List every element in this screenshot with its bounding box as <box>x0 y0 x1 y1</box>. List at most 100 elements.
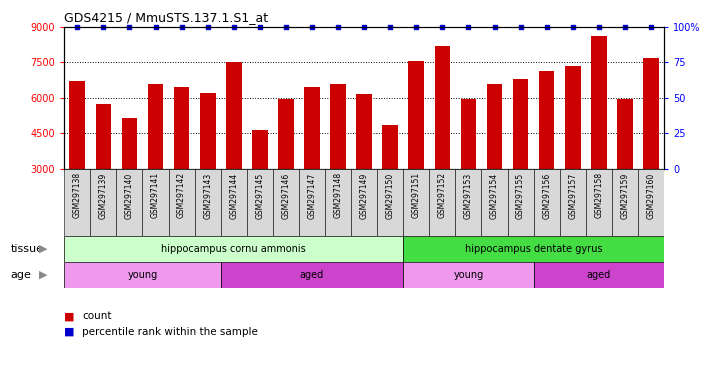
Bar <box>221 262 403 288</box>
Text: GSM297148: GSM297148 <box>333 172 343 218</box>
Bar <box>148 84 164 169</box>
Bar <box>377 169 403 236</box>
Bar <box>508 169 533 236</box>
Text: GDS4215 / MmuSTS.137.1.S1_at: GDS4215 / MmuSTS.137.1.S1_at <box>64 11 268 24</box>
Text: hippocampus dentate gyrus: hippocampus dentate gyrus <box>465 244 603 254</box>
Bar <box>64 169 91 236</box>
Bar <box>195 169 221 236</box>
Text: GSM297142: GSM297142 <box>177 172 186 218</box>
Text: GSM297147: GSM297147 <box>308 172 316 218</box>
Text: GSM297155: GSM297155 <box>516 172 525 218</box>
Bar <box>612 169 638 236</box>
Bar <box>456 169 481 236</box>
Point <box>176 24 187 30</box>
Bar <box>403 236 664 262</box>
Bar <box>403 262 533 288</box>
Text: hippocampus cornu ammonis: hippocampus cornu ammonis <box>161 244 306 254</box>
Bar <box>299 169 325 236</box>
Bar <box>64 236 403 262</box>
Point <box>515 24 526 30</box>
Bar <box>403 169 429 236</box>
Bar <box>461 99 476 169</box>
Text: GSM297152: GSM297152 <box>438 172 447 218</box>
Bar <box>174 87 189 169</box>
Bar <box>643 58 659 169</box>
Text: GSM297143: GSM297143 <box>203 172 212 218</box>
Point <box>306 24 318 30</box>
Bar <box>617 99 633 169</box>
Point <box>98 24 109 30</box>
Text: GSM297145: GSM297145 <box>256 172 264 218</box>
Bar <box>487 84 503 169</box>
Point <box>71 24 83 30</box>
Bar <box>64 262 221 288</box>
Bar <box>481 169 508 236</box>
Text: ■: ■ <box>64 311 75 321</box>
Bar <box>143 169 169 236</box>
Text: GSM297141: GSM297141 <box>151 172 160 218</box>
Text: young: young <box>453 270 483 280</box>
Bar <box>116 169 143 236</box>
Bar <box>226 62 241 169</box>
Bar <box>638 169 664 236</box>
Bar <box>278 99 293 169</box>
Bar <box>331 84 346 169</box>
Bar <box>539 71 555 169</box>
Bar <box>69 81 85 169</box>
Text: ▶: ▶ <box>39 244 47 254</box>
Text: GSM297139: GSM297139 <box>99 172 108 218</box>
Point <box>228 24 239 30</box>
Text: ■: ■ <box>64 327 75 337</box>
Bar <box>591 36 607 169</box>
Point <box>385 24 396 30</box>
Text: GSM297149: GSM297149 <box>360 172 368 218</box>
Point <box>411 24 422 30</box>
Text: GSM297160: GSM297160 <box>646 172 655 218</box>
Bar <box>252 130 268 169</box>
Text: age: age <box>11 270 31 280</box>
Text: GSM297159: GSM297159 <box>620 172 630 218</box>
Bar <box>273 169 299 236</box>
Bar <box>221 169 247 236</box>
Bar <box>435 46 451 169</box>
Point <box>124 24 135 30</box>
Bar <box>533 262 664 288</box>
Bar <box>247 169 273 236</box>
Point <box>567 24 578 30</box>
Text: GSM297153: GSM297153 <box>464 172 473 218</box>
Point <box>150 24 161 30</box>
Bar <box>585 169 612 236</box>
Bar <box>565 66 580 169</box>
Bar <box>169 169 195 236</box>
Point <box>358 24 370 30</box>
Bar <box>325 169 351 236</box>
Bar <box>96 104 111 169</box>
Text: GSM297138: GSM297138 <box>73 172 82 218</box>
Text: percentile rank within the sample: percentile rank within the sample <box>82 327 258 337</box>
Text: GSM297150: GSM297150 <box>386 172 395 218</box>
Text: ▶: ▶ <box>39 270 47 280</box>
Text: tissue: tissue <box>11 244 44 254</box>
Text: aged: aged <box>300 270 324 280</box>
Text: GSM297146: GSM297146 <box>281 172 291 218</box>
Text: GSM297151: GSM297151 <box>412 172 421 218</box>
Bar <box>91 169 116 236</box>
Text: GSM297140: GSM297140 <box>125 172 134 218</box>
Text: young: young <box>127 270 158 280</box>
Bar <box>408 61 424 169</box>
Bar <box>560 169 585 236</box>
Bar <box>200 93 216 169</box>
Point <box>489 24 501 30</box>
Text: GSM297144: GSM297144 <box>229 172 238 218</box>
Point <box>463 24 474 30</box>
Point <box>645 24 657 30</box>
Point <box>619 24 630 30</box>
Text: aged: aged <box>587 270 611 280</box>
Bar <box>356 94 372 169</box>
Text: count: count <box>82 311 111 321</box>
Text: GSM297154: GSM297154 <box>490 172 499 218</box>
Bar <box>429 169 456 236</box>
Text: GSM297156: GSM297156 <box>542 172 551 218</box>
Point <box>202 24 213 30</box>
Point <box>254 24 266 30</box>
